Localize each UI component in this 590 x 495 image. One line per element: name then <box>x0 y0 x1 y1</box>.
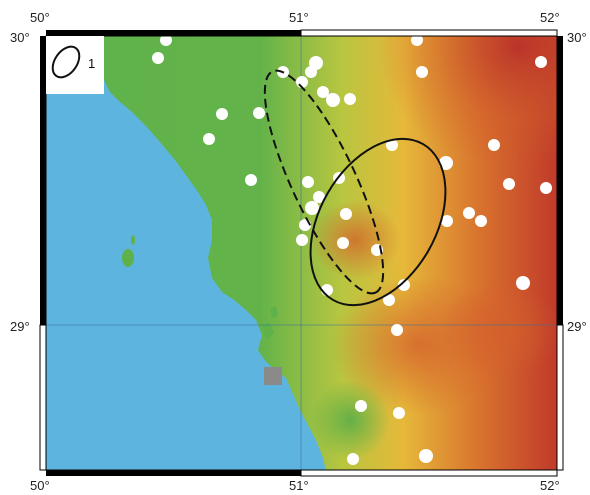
station-marker <box>160 36 172 46</box>
map-area <box>46 36 557 470</box>
lon-label-top-52: 52° <box>540 10 560 25</box>
station-marker <box>337 237 349 249</box>
legend-label: 1 <box>88 56 95 71</box>
solid-error-ellipse <box>309 137 447 307</box>
station-marker <box>391 324 403 336</box>
lon-label-bottom-52: 52° <box>540 478 560 493</box>
station-marker <box>253 107 265 119</box>
station-marker <box>393 407 405 419</box>
map-frame <box>39 29 564 477</box>
station-marker <box>216 108 228 120</box>
station-marker <box>152 52 164 64</box>
lon-label-top-51: 51° <box>289 10 309 25</box>
ellipse-icon <box>51 45 81 79</box>
island <box>270 306 278 318</box>
station-marker <box>488 139 500 151</box>
station-marker <box>439 156 453 170</box>
dashed-error-ellipse <box>263 69 385 295</box>
stations <box>152 36 552 465</box>
island <box>131 235 135 245</box>
legend: 1 <box>46 36 104 94</box>
lon-label-bottom-51: 51° <box>289 478 309 493</box>
station-marker <box>516 276 530 290</box>
station-marker <box>347 453 359 465</box>
station-marker <box>535 56 547 68</box>
lat-label-right-30: 30° <box>567 30 587 45</box>
lon-label-top-50: 50° <box>30 10 50 25</box>
station-marker <box>355 400 367 412</box>
station-marker <box>503 178 515 190</box>
station-marker <box>419 449 433 463</box>
lon-label-bottom-50: 50° <box>30 478 50 493</box>
station-marker <box>441 215 453 227</box>
station-marker <box>305 201 319 215</box>
sea <box>46 60 326 470</box>
station-marker <box>296 234 308 246</box>
station-marker <box>313 191 325 203</box>
station-marker <box>317 86 329 98</box>
station-marker <box>305 66 317 78</box>
station-marker <box>416 66 428 78</box>
lat-label-right-29: 29° <box>567 319 587 334</box>
station-marker <box>302 176 314 188</box>
highland-center <box>310 200 400 280</box>
station-marker <box>326 93 340 107</box>
highland-se <box>440 280 557 380</box>
station-marker <box>475 215 487 227</box>
station-marker <box>344 93 356 105</box>
station-marker <box>203 133 215 145</box>
station-marker <box>386 139 398 151</box>
island <box>122 249 134 267</box>
station-marker <box>245 174 257 186</box>
station-marker <box>383 294 395 306</box>
station-marker <box>540 182 552 194</box>
city-marker <box>264 367 282 385</box>
lat-label-left-29: 29° <box>10 319 30 334</box>
station-marker <box>398 279 410 291</box>
island <box>262 322 274 340</box>
lat-label-left-30: 30° <box>10 30 30 45</box>
station-marker <box>340 208 352 220</box>
station-marker <box>463 207 475 219</box>
station-marker <box>411 36 423 46</box>
lowland-south <box>310 380 390 460</box>
